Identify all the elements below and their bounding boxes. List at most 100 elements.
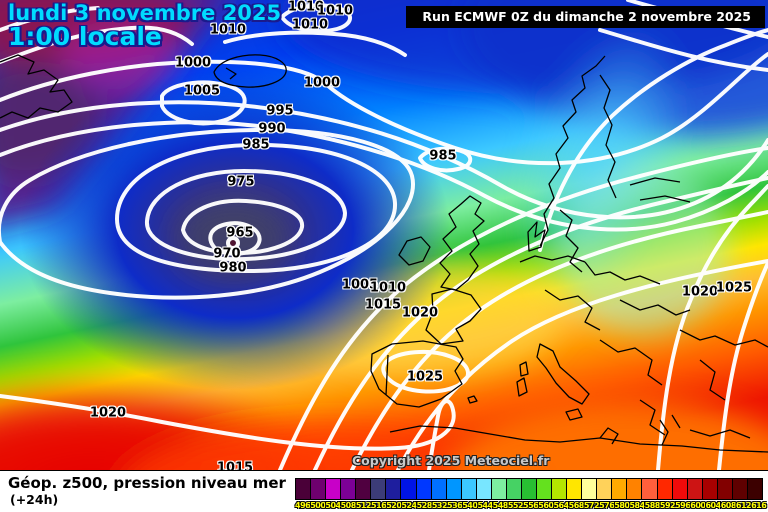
scale-value: 532 (431, 501, 448, 510)
scale-swatch (642, 479, 658, 499)
scale-value: 556 (523, 501, 539, 510)
scale-value: 580 (614, 501, 630, 510)
scale-value: 604 (705, 501, 721, 510)
scale-value: 572 (583, 501, 600, 510)
scale-value: 516 (371, 501, 387, 510)
scale-swatch (717, 479, 733, 499)
isobar-label: 990 (258, 121, 286, 137)
scale-swatch (521, 479, 537, 499)
isobar-label: 1020 (401, 305, 439, 321)
scale-swatch (461, 479, 477, 499)
scale-swatch (672, 479, 688, 499)
scale-swatch (386, 479, 402, 499)
model-run-info: Run ECMWF 0Z du dimanche 2 novembre 2025 (406, 6, 765, 28)
scale-swatch (491, 479, 507, 499)
scale-swatch (296, 479, 312, 499)
isobar-label: 980 (219, 260, 247, 276)
scale-value: 544 (477, 501, 493, 510)
isobar-label: 1010 (369, 280, 407, 296)
scale-value: 548 (492, 501, 509, 510)
scale-value: 524 (401, 501, 417, 510)
scale-value: 552 (507, 501, 524, 510)
scale-swatch (341, 479, 357, 499)
scale-value: 508 (340, 501, 357, 510)
scale-value: 540 (462, 501, 478, 510)
scale-swatch (597, 479, 613, 499)
scale-value: 536 (447, 501, 463, 510)
isobar-label: 975 (227, 174, 255, 190)
weather-map: 1010 1010 1010 1010 1000 1000 1005 995 990 985 985… (0, 0, 768, 476)
isobar-label: 995 (266, 103, 294, 119)
scale-swatch (326, 479, 342, 499)
valid-local-time: 1:00 locale (8, 22, 162, 52)
scale-value: 608 (720, 501, 737, 510)
scale-swatch (371, 479, 387, 499)
scale-value: 500 (310, 501, 326, 510)
scale-value: 576 (599, 501, 615, 510)
isobar-label: 1010 (316, 3, 354, 19)
scale-value: 512 (355, 501, 372, 510)
valid-datetime: lundi 3 novembre 2025 1:00 locale (8, 2, 281, 50)
scale-swatch (627, 479, 643, 499)
isobar-label: 965 (226, 225, 254, 241)
scale-value: 520 (386, 501, 402, 510)
scale-value: 528 (416, 501, 433, 510)
isobar-label: 970 (213, 246, 241, 262)
scale-value: 560 (538, 501, 554, 510)
scale-label-row: 496 500 504 508 512 516 520 524 528 532 536 540 544 5… (295, 501, 767, 510)
scale-swatch (552, 479, 568, 499)
scale-swatch (416, 479, 432, 499)
scale-value: 596 (675, 501, 691, 510)
isobar-label: 985 (429, 148, 457, 164)
isobar-label: 1010 (209, 22, 247, 38)
z500-pressure-map-canvas (0, 0, 768, 475)
isobar-labels-layer: 1010 1010 1010 1010 1000 1000 1005 995 990 985 985… (89, 0, 752, 476)
scale-swatch (311, 479, 327, 499)
isobar-label: 1000 (303, 75, 341, 91)
isobar-contours (0, 0, 768, 470)
scale-swatch (657, 479, 673, 499)
scale-value: 588 (644, 501, 661, 510)
scale-swatch (431, 479, 447, 499)
scale-swatch (732, 479, 748, 499)
isobar-label: 1005 (183, 83, 221, 99)
scale-swatch (537, 479, 553, 499)
scale-swatch-row (295, 478, 763, 500)
isobar-label: 1025 (406, 369, 444, 385)
isobar-label: 985 (242, 137, 270, 153)
scale-value: 592 (659, 501, 676, 510)
map-title: Géop. z500, pression niveau mer (8, 474, 286, 492)
scale-value: 584 (629, 501, 645, 510)
isobar-label: 1005 (341, 277, 379, 293)
isobar-label: 1015 (364, 297, 402, 313)
scale-value: 504 (325, 501, 341, 510)
scale-swatch (567, 479, 583, 499)
isobar-label: 1020 (89, 405, 127, 421)
valid-date: lundi 3 novembre 2025 (8, 1, 282, 25)
scale-value: 616 (751, 501, 767, 510)
scale-swatch (582, 479, 598, 499)
scale-value: 564 (553, 501, 569, 510)
scale-swatch (506, 479, 522, 499)
forecast-lead-time: (+24h) (10, 492, 59, 507)
scale-value: 600 (690, 501, 706, 510)
scale-swatch (702, 479, 718, 499)
scale-swatch (687, 479, 703, 499)
legend-bar: Géop. z500, pression niveau mer (+24h) 4… (0, 470, 768, 512)
copyright-notice: Copyright 2025 Meteociel.fr (352, 453, 550, 468)
isobar-label: 1010 (291, 17, 329, 33)
scale-swatch (446, 479, 462, 499)
isobar-label: 1010 (287, 0, 325, 15)
scale-swatch (747, 479, 762, 499)
isobar-label: 1020 (681, 284, 719, 300)
scale-swatch (356, 479, 372, 499)
scale-value: 612 (735, 501, 752, 510)
scale-value: 496 (295, 501, 311, 510)
scale-swatch (612, 479, 628, 499)
scale-swatch (401, 479, 417, 499)
coastlines (0, 54, 768, 453)
isobar-label: 1000 (174, 55, 212, 71)
color-scale: 496 500 504 508 512 516 520 524 528 532 536 540 544 5… (295, 478, 767, 510)
scale-value: 568 (568, 501, 585, 510)
